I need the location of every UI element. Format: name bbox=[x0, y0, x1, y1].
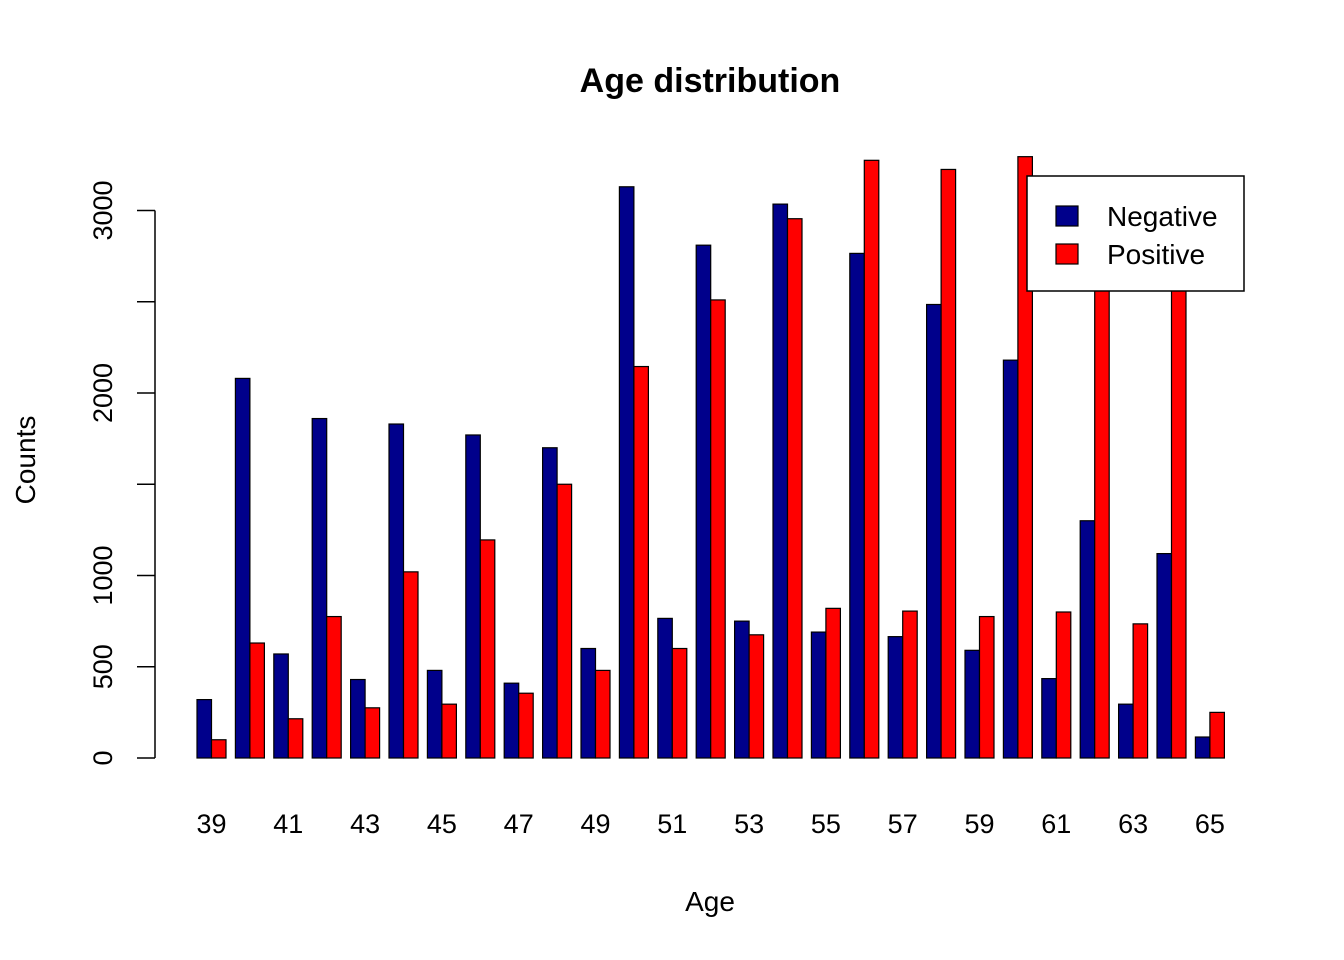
x-tick-labels: 39 41 43 45 47 49 51 53 55 57 59 61 63 65 bbox=[196, 809, 1224, 839]
bar-negative-57 bbox=[887, 636, 904, 759]
x-tick-label: 63 bbox=[1118, 809, 1148, 839]
bar-negative-65 bbox=[1194, 736, 1211, 759]
bar-negative-47 bbox=[503, 682, 520, 759]
legend-label-positive: Positive bbox=[1107, 239, 1205, 270]
bar-negative-42 bbox=[311, 417, 328, 759]
bar-positive-65 bbox=[1209, 711, 1226, 759]
bar-positive-47 bbox=[518, 692, 534, 759]
y-tick-label: 3000 bbox=[88, 180, 118, 240]
bar-positive-54 bbox=[786, 218, 803, 759]
bar-positive-55 bbox=[825, 607, 842, 759]
x-tick-label: 49 bbox=[580, 809, 610, 839]
bar-negative-49 bbox=[580, 647, 597, 759]
y-axis: 0 500 1000 2000 3000 bbox=[88, 180, 156, 766]
x-tick-label: 65 bbox=[1195, 809, 1225, 839]
legend-swatch-negative bbox=[1055, 205, 1079, 227]
bar-positive-48 bbox=[556, 483, 573, 759]
bar-negative-46 bbox=[465, 434, 481, 759]
bar-negative-59 bbox=[964, 649, 981, 759]
bar-negative-39 bbox=[196, 698, 213, 759]
bar-positive-59 bbox=[978, 615, 995, 759]
bars-group bbox=[196, 156, 1226, 759]
bar-positive-39 bbox=[210, 739, 227, 759]
bar-positive-64 bbox=[1170, 282, 1187, 759]
chart-title: Age distribution bbox=[580, 62, 841, 100]
bar-positive-62 bbox=[1094, 282, 1110, 759]
bar-negative-63 bbox=[1117, 703, 1134, 759]
x-tick-label: 47 bbox=[504, 809, 534, 839]
bar-negative-43 bbox=[350, 678, 366, 759]
bar-positive-63 bbox=[1132, 623, 1149, 759]
bar-positive-42 bbox=[326, 615, 342, 759]
bar-positive-49 bbox=[594, 669, 611, 759]
legend-swatch-positive bbox=[1055, 243, 1079, 265]
bar-positive-56 bbox=[863, 159, 880, 759]
bar-negative-51 bbox=[657, 617, 673, 759]
bar-negative-58 bbox=[925, 303, 942, 759]
bar-positive-41 bbox=[287, 718, 304, 759]
bar-positive-45 bbox=[441, 703, 457, 759]
x-tick-label: 45 bbox=[427, 809, 457, 839]
x-tick-label: 41 bbox=[273, 809, 303, 839]
legend-box bbox=[1026, 175, 1245, 292]
bar-negative-48 bbox=[541, 447, 558, 759]
y-tick-label: 0 bbox=[88, 750, 118, 765]
x-tick-label: 59 bbox=[964, 809, 994, 839]
bar-negative-64 bbox=[1156, 552, 1173, 759]
bar-negative-53 bbox=[733, 620, 750, 759]
bar-negative-62 bbox=[1079, 520, 1096, 759]
bar-positive-53 bbox=[748, 634, 765, 759]
bar-positive-58 bbox=[940, 168, 957, 759]
bar-positive-46 bbox=[479, 539, 496, 759]
bar-positive-52 bbox=[710, 299, 726, 759]
x-axis-label: Age bbox=[685, 886, 735, 917]
bar-negative-60 bbox=[1002, 359, 1019, 759]
bar-negative-41 bbox=[273, 653, 289, 759]
x-tick-label: 61 bbox=[1041, 809, 1071, 839]
bar-positive-44 bbox=[402, 571, 419, 759]
bar-negative-44 bbox=[388, 423, 405, 759]
bar-negative-50 bbox=[618, 186, 635, 759]
y-tick-label: 2000 bbox=[88, 363, 118, 423]
x-tick-label: 39 bbox=[196, 809, 226, 839]
bar-positive-43 bbox=[364, 707, 381, 759]
x-tick-label: 53 bbox=[734, 809, 764, 839]
bar-positive-60 bbox=[1017, 156, 1034, 759]
bar-negative-52 bbox=[695, 244, 712, 759]
legend-label-negative: Negative bbox=[1107, 201, 1218, 232]
legend: Negative Positive bbox=[1026, 175, 1245, 292]
bar-positive-61 bbox=[1055, 611, 1072, 759]
bar-positive-50 bbox=[633, 365, 650, 759]
bar-negative-54 bbox=[772, 203, 789, 759]
bar-negative-61 bbox=[1041, 678, 1057, 759]
bar-negative-55 bbox=[810, 631, 827, 759]
x-tick-label: 43 bbox=[350, 809, 380, 839]
y-tick-label: 500 bbox=[88, 644, 118, 689]
x-tick-label: 55 bbox=[811, 809, 841, 839]
y-tick-label: 1000 bbox=[88, 545, 118, 605]
bar-positive-57 bbox=[902, 610, 918, 759]
bar-positive-40 bbox=[249, 642, 265, 759]
bar-negative-45 bbox=[426, 669, 443, 759]
bar-positive-51 bbox=[671, 647, 688, 759]
bar-negative-56 bbox=[849, 252, 865, 759]
y-axis-label: Counts bbox=[10, 416, 41, 505]
x-tick-label: 57 bbox=[888, 809, 918, 839]
bar-negative-40 bbox=[234, 377, 251, 759]
x-tick-label: 51 bbox=[657, 809, 687, 839]
